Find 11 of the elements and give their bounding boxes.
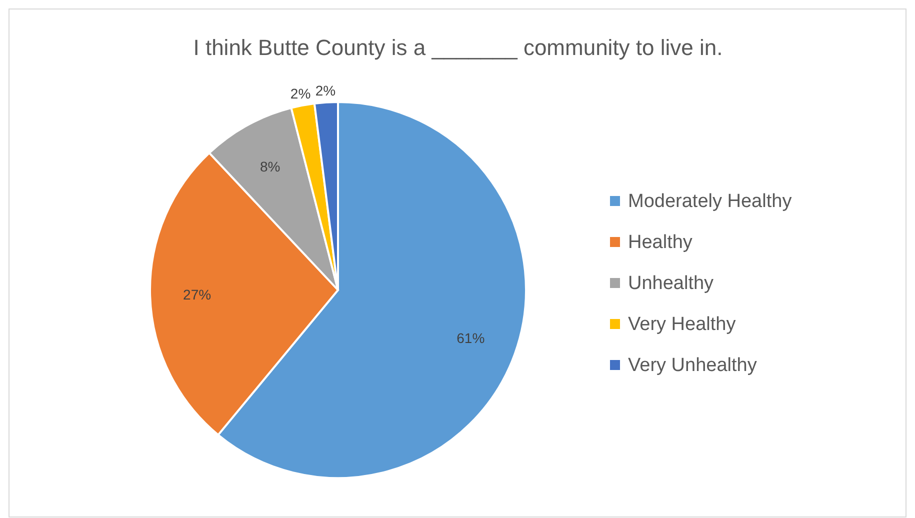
data-label: 27% bbox=[183, 286, 212, 302]
legend-label: Moderately Healthy bbox=[628, 191, 792, 212]
legend-label: Very Healthy bbox=[628, 314, 736, 335]
legend-label: Very Unhealthy bbox=[628, 355, 758, 376]
legend-label: Unhealthy bbox=[628, 273, 714, 294]
data-label: 2% bbox=[290, 86, 311, 102]
data-label: 8% bbox=[260, 158, 280, 174]
legend-label: Healthy bbox=[628, 232, 693, 253]
data-label: 2% bbox=[315, 82, 336, 98]
data-label: 61% bbox=[456, 330, 485, 346]
chart-title: I think Butte County is a _______ community to live in. bbox=[193, 35, 723, 60]
